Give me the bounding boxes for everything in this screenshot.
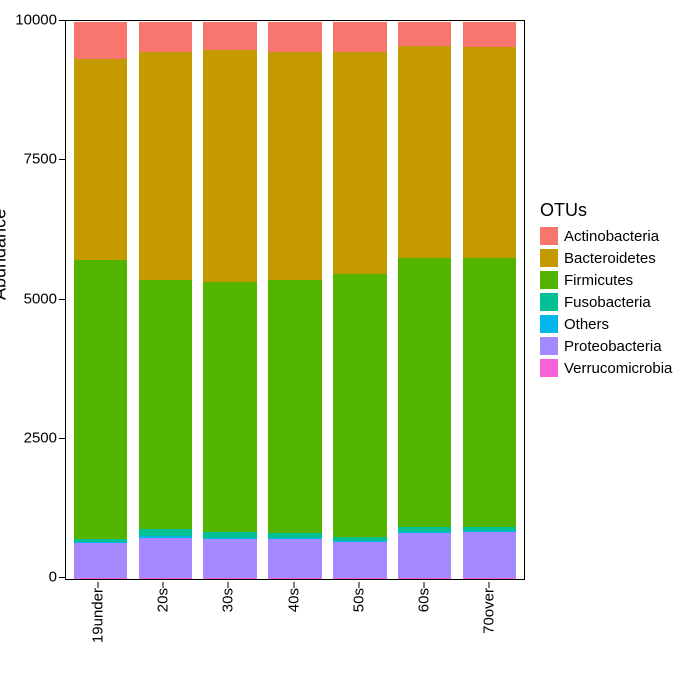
bar-segment-verrucomicrobia bbox=[398, 578, 452, 579]
bar-segment-firmicutes bbox=[203, 282, 257, 533]
bar-segment-firmicutes bbox=[398, 258, 452, 527]
bar-segment-firmicutes bbox=[463, 258, 517, 527]
x-tick-label: 70over bbox=[481, 588, 498, 634]
x-tick-label: 60s bbox=[416, 588, 433, 612]
legend-label: Firmicutes bbox=[564, 272, 633, 289]
y-tick-label: 7500 bbox=[24, 151, 57, 168]
y-tick-label: 2500 bbox=[24, 429, 57, 446]
legend-item: Proteobacteria bbox=[540, 337, 685, 355]
bar bbox=[203, 21, 257, 579]
legend-swatch bbox=[540, 227, 558, 245]
y-tick-label: 0 bbox=[49, 569, 57, 586]
y-tick-label: 5000 bbox=[24, 290, 57, 307]
bar-segment-verrucomicrobia bbox=[463, 578, 517, 579]
x-tick-label: 40s bbox=[285, 588, 302, 612]
bar-segment-firmicutes bbox=[139, 280, 193, 530]
plot-area bbox=[65, 20, 525, 580]
legend: OTUs Actinobacteria Bacteroidetes Firmicut… bbox=[540, 200, 685, 381]
legend-item: Bacteroidetes bbox=[540, 249, 685, 267]
bar-segment-proteobacteria bbox=[463, 532, 517, 578]
legend-swatch bbox=[540, 293, 558, 311]
chart-container: Abundance 025005000750010000 19under20s3… bbox=[0, 0, 689, 677]
bar-segment-fusobacteria bbox=[139, 529, 193, 536]
bar-segment-firmicutes bbox=[268, 280, 322, 532]
bar-segment-proteobacteria bbox=[139, 538, 193, 578]
bar-segment-verrucomicrobia bbox=[203, 578, 257, 579]
legend-item: Fusobacteria bbox=[540, 293, 685, 311]
bar-segment-proteobacteria bbox=[268, 539, 322, 577]
bar bbox=[268, 21, 322, 579]
bar-segment-bacteroidetes bbox=[333, 52, 387, 275]
bars-group bbox=[66, 21, 524, 579]
bar bbox=[333, 21, 387, 579]
bar-segment-actinobacteria bbox=[398, 22, 452, 46]
legend-swatch bbox=[540, 359, 558, 377]
bar-segment-bacteroidetes bbox=[463, 47, 517, 259]
legend-item: Actinobacteria bbox=[540, 227, 685, 245]
bar-segment-proteobacteria bbox=[398, 533, 452, 578]
bar-segment-actinobacteria bbox=[139, 22, 193, 52]
legend-swatch bbox=[540, 249, 558, 267]
legend-label: Fusobacteria bbox=[564, 294, 651, 311]
legend-label: Verrucomicrobia bbox=[564, 360, 672, 377]
legend-label: Actinobacteria bbox=[564, 228, 659, 245]
bar-segment-verrucomicrobia bbox=[333, 578, 387, 579]
bar-segment-actinobacteria bbox=[463, 22, 517, 47]
bar bbox=[463, 21, 517, 579]
x-axis: 19under 20s 30s 40s 50s 60s 70over bbox=[65, 582, 525, 672]
bar-segment-actinobacteria bbox=[203, 22, 257, 50]
bar-segment-proteobacteria bbox=[203, 539, 257, 577]
x-tick-label: 20s bbox=[154, 588, 171, 612]
bar-segment-firmicutes bbox=[333, 274, 387, 536]
bar-segment-proteobacteria bbox=[333, 542, 387, 578]
bar bbox=[139, 21, 193, 579]
bar-segment-actinobacteria bbox=[333, 22, 387, 52]
bar bbox=[74, 21, 128, 579]
x-tick-label: 19under bbox=[89, 588, 106, 643]
bar-segment-bacteroidetes bbox=[268, 52, 322, 281]
bar-segment-verrucomicrobia bbox=[74, 578, 128, 579]
x-tick-label: 50s bbox=[350, 588, 367, 612]
legend-swatch bbox=[540, 337, 558, 355]
legend-item: Others bbox=[540, 315, 685, 333]
legend-swatch bbox=[540, 271, 558, 289]
legend-label: Bacteroidetes bbox=[564, 250, 656, 267]
legend-items: Actinobacteria Bacteroidetes Firmicutes Fus… bbox=[540, 227, 685, 377]
bar-segment-actinobacteria bbox=[268, 22, 322, 52]
bar bbox=[398, 21, 452, 579]
legend-title: OTUs bbox=[540, 200, 685, 221]
legend-item: Firmicutes bbox=[540, 271, 685, 289]
legend-label: Proteobacteria bbox=[564, 338, 662, 355]
legend-item: Verrucomicrobia bbox=[540, 359, 685, 377]
y-tick-label: 10000 bbox=[15, 12, 57, 29]
bar-segment-verrucomicrobia bbox=[139, 578, 193, 579]
bar-segment-verrucomicrobia bbox=[268, 578, 322, 579]
y-axis: 025005000750010000 bbox=[0, 20, 65, 580]
x-tick-label: 30s bbox=[220, 588, 237, 612]
bar-segment-bacteroidetes bbox=[203, 50, 257, 281]
bar-segment-bacteroidetes bbox=[74, 59, 128, 260]
bar-segment-actinobacteria bbox=[74, 22, 128, 59]
bar-segment-firmicutes bbox=[74, 260, 128, 540]
bar-segment-bacteroidetes bbox=[398, 46, 452, 258]
bar-segment-proteobacteria bbox=[74, 543, 128, 578]
legend-swatch bbox=[540, 315, 558, 333]
legend-label: Others bbox=[564, 316, 609, 333]
bar-segment-bacteroidetes bbox=[139, 52, 193, 280]
